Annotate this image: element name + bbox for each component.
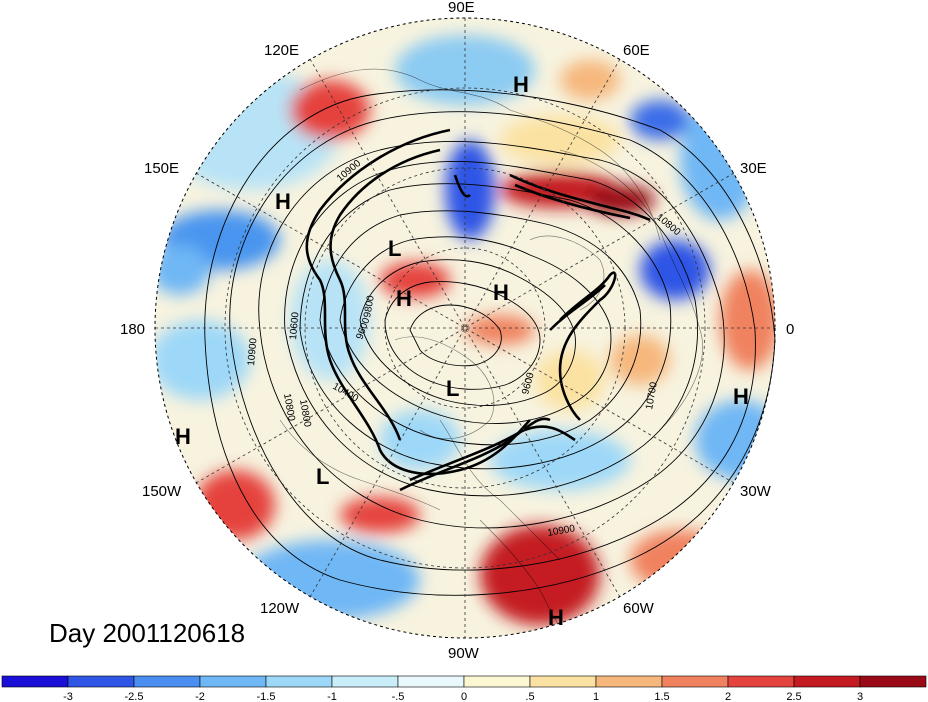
low-marker: L [316,464,329,489]
high-marker: H [493,280,509,305]
lon-label-150w: 150W [142,483,182,500]
high-marker: H [275,189,291,214]
colorbar-tick-label: 1 [593,691,599,702]
colorbar-tick-label: 2 [725,691,731,702]
colorbar-ticks: -3 -2.5 -2 -1.5 -1 -.5 0 .5 1 1.5 2 2.5 3 [63,691,863,702]
colorbar-tick-label: 0 [461,691,467,702]
colorbar-box [1,675,69,688]
colorbar-box [463,675,531,688]
lon-label-30e: 30E [740,160,767,177]
contour-label: 10800 [297,399,313,429]
low-marker: L [388,236,401,261]
colorbar-box [859,675,927,688]
high-marker: H [175,424,191,449]
colorbar-box [397,675,465,688]
lon-label-120w: 120W [260,600,300,617]
day-label: Day 2001120618 [49,618,246,648]
lon-label-0: 0 [786,321,794,338]
colorbar-box [67,675,135,688]
colorbar-tick-label: 3 [857,691,863,702]
colorbar-box [199,675,267,688]
colorbar-box [793,675,861,688]
low-marker: L [446,376,459,401]
colorbar-box [727,675,795,688]
contour-label: 10700 [644,381,660,411]
contour-label: 10900 [246,337,259,366]
lon-label-30w: 30W [740,483,772,500]
longitude-labels: 90E 60E 30E 0 30W 60W 90W 120W 150W 180 … [120,0,794,662]
colorbar-tick-label: -1 [327,691,337,702]
colorbar-tick-label: -3 [63,691,73,702]
contour-label: 10800 [281,393,297,423]
high-marker: H [513,72,529,97]
colorbar-tick-label: 2.5 [786,691,801,702]
pressure-markers: H H L H H L H H L H [175,72,749,630]
colorbar-tick-label: .5 [525,691,534,702]
contour-label: 10900 [547,523,577,539]
colorbar-box [331,675,399,688]
lon-label-150e: 150E [144,160,179,177]
colorbar-box [133,675,201,688]
polar-map: 90E 60E 30E 0 30W 60W 90W 120W 150W 180 … [120,0,794,662]
lon-label-60e: 60E [623,42,650,59]
colorbar-box [265,675,333,688]
high-marker: H [396,286,412,311]
graticule [155,18,775,638]
jet-contours [305,128,651,492]
map-boundary [154,17,776,639]
lon-label-120e: 120E [264,42,299,59]
colorbar-box [595,675,663,688]
lon-label-90w: 90W [448,645,480,662]
colorbar-tick-label: 1.5 [654,691,669,702]
colorbar-tick-label: -2.5 [125,691,144,702]
colorbar-tick-label: -.5 [392,691,405,702]
colorbar-box [529,675,597,688]
high-marker: H [548,605,564,630]
colorbar-boxes [1,675,927,688]
colorbar: -3 -2.5 -2 -1.5 -1 -.5 0 .5 1 1.5 2 2.5 3 [1,675,927,702]
contour-label: 9800 [362,294,377,318]
high-marker: H [733,384,749,409]
colorbar-tick-label: -2 [195,691,205,702]
colorbar-tick-label: -1.5 [257,691,276,702]
lon-label-180: 180 [120,321,145,338]
contour-label: 10600 [288,311,301,340]
lon-label-90e: 90E [448,0,475,16]
colorbar-box [661,675,729,688]
lon-label-60w: 60W [623,600,655,617]
